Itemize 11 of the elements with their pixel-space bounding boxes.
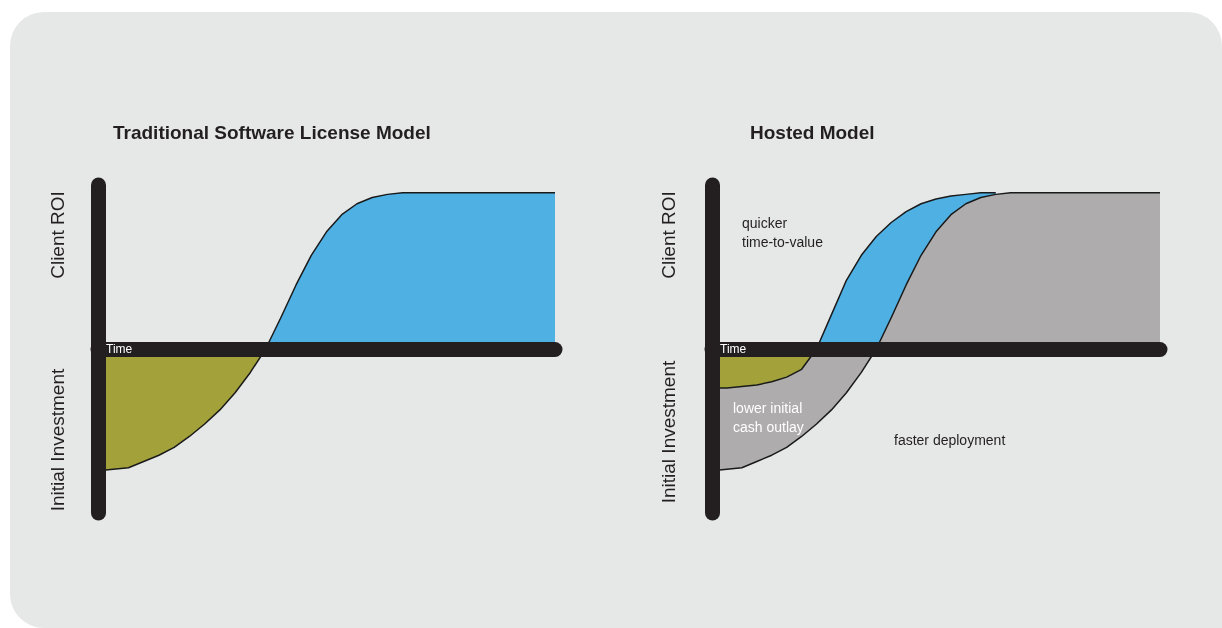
y-axis-title: Client ROI [657,191,679,279]
y-axis-title: Client ROI [46,191,68,279]
chart-title: Traditional Software License Model [113,122,431,143]
x-axis-title: Time [720,342,747,356]
chart-title: Hosted Model [750,122,875,143]
annotation: lower initial cash outlay [733,399,807,435]
annotation: faster deployment [894,431,1006,448]
text: Initial Investment [46,368,68,512]
x-axis-title: Time [106,342,133,356]
text: Initial Investment [657,360,679,504]
annotation: quicker time-to-value [742,214,824,250]
